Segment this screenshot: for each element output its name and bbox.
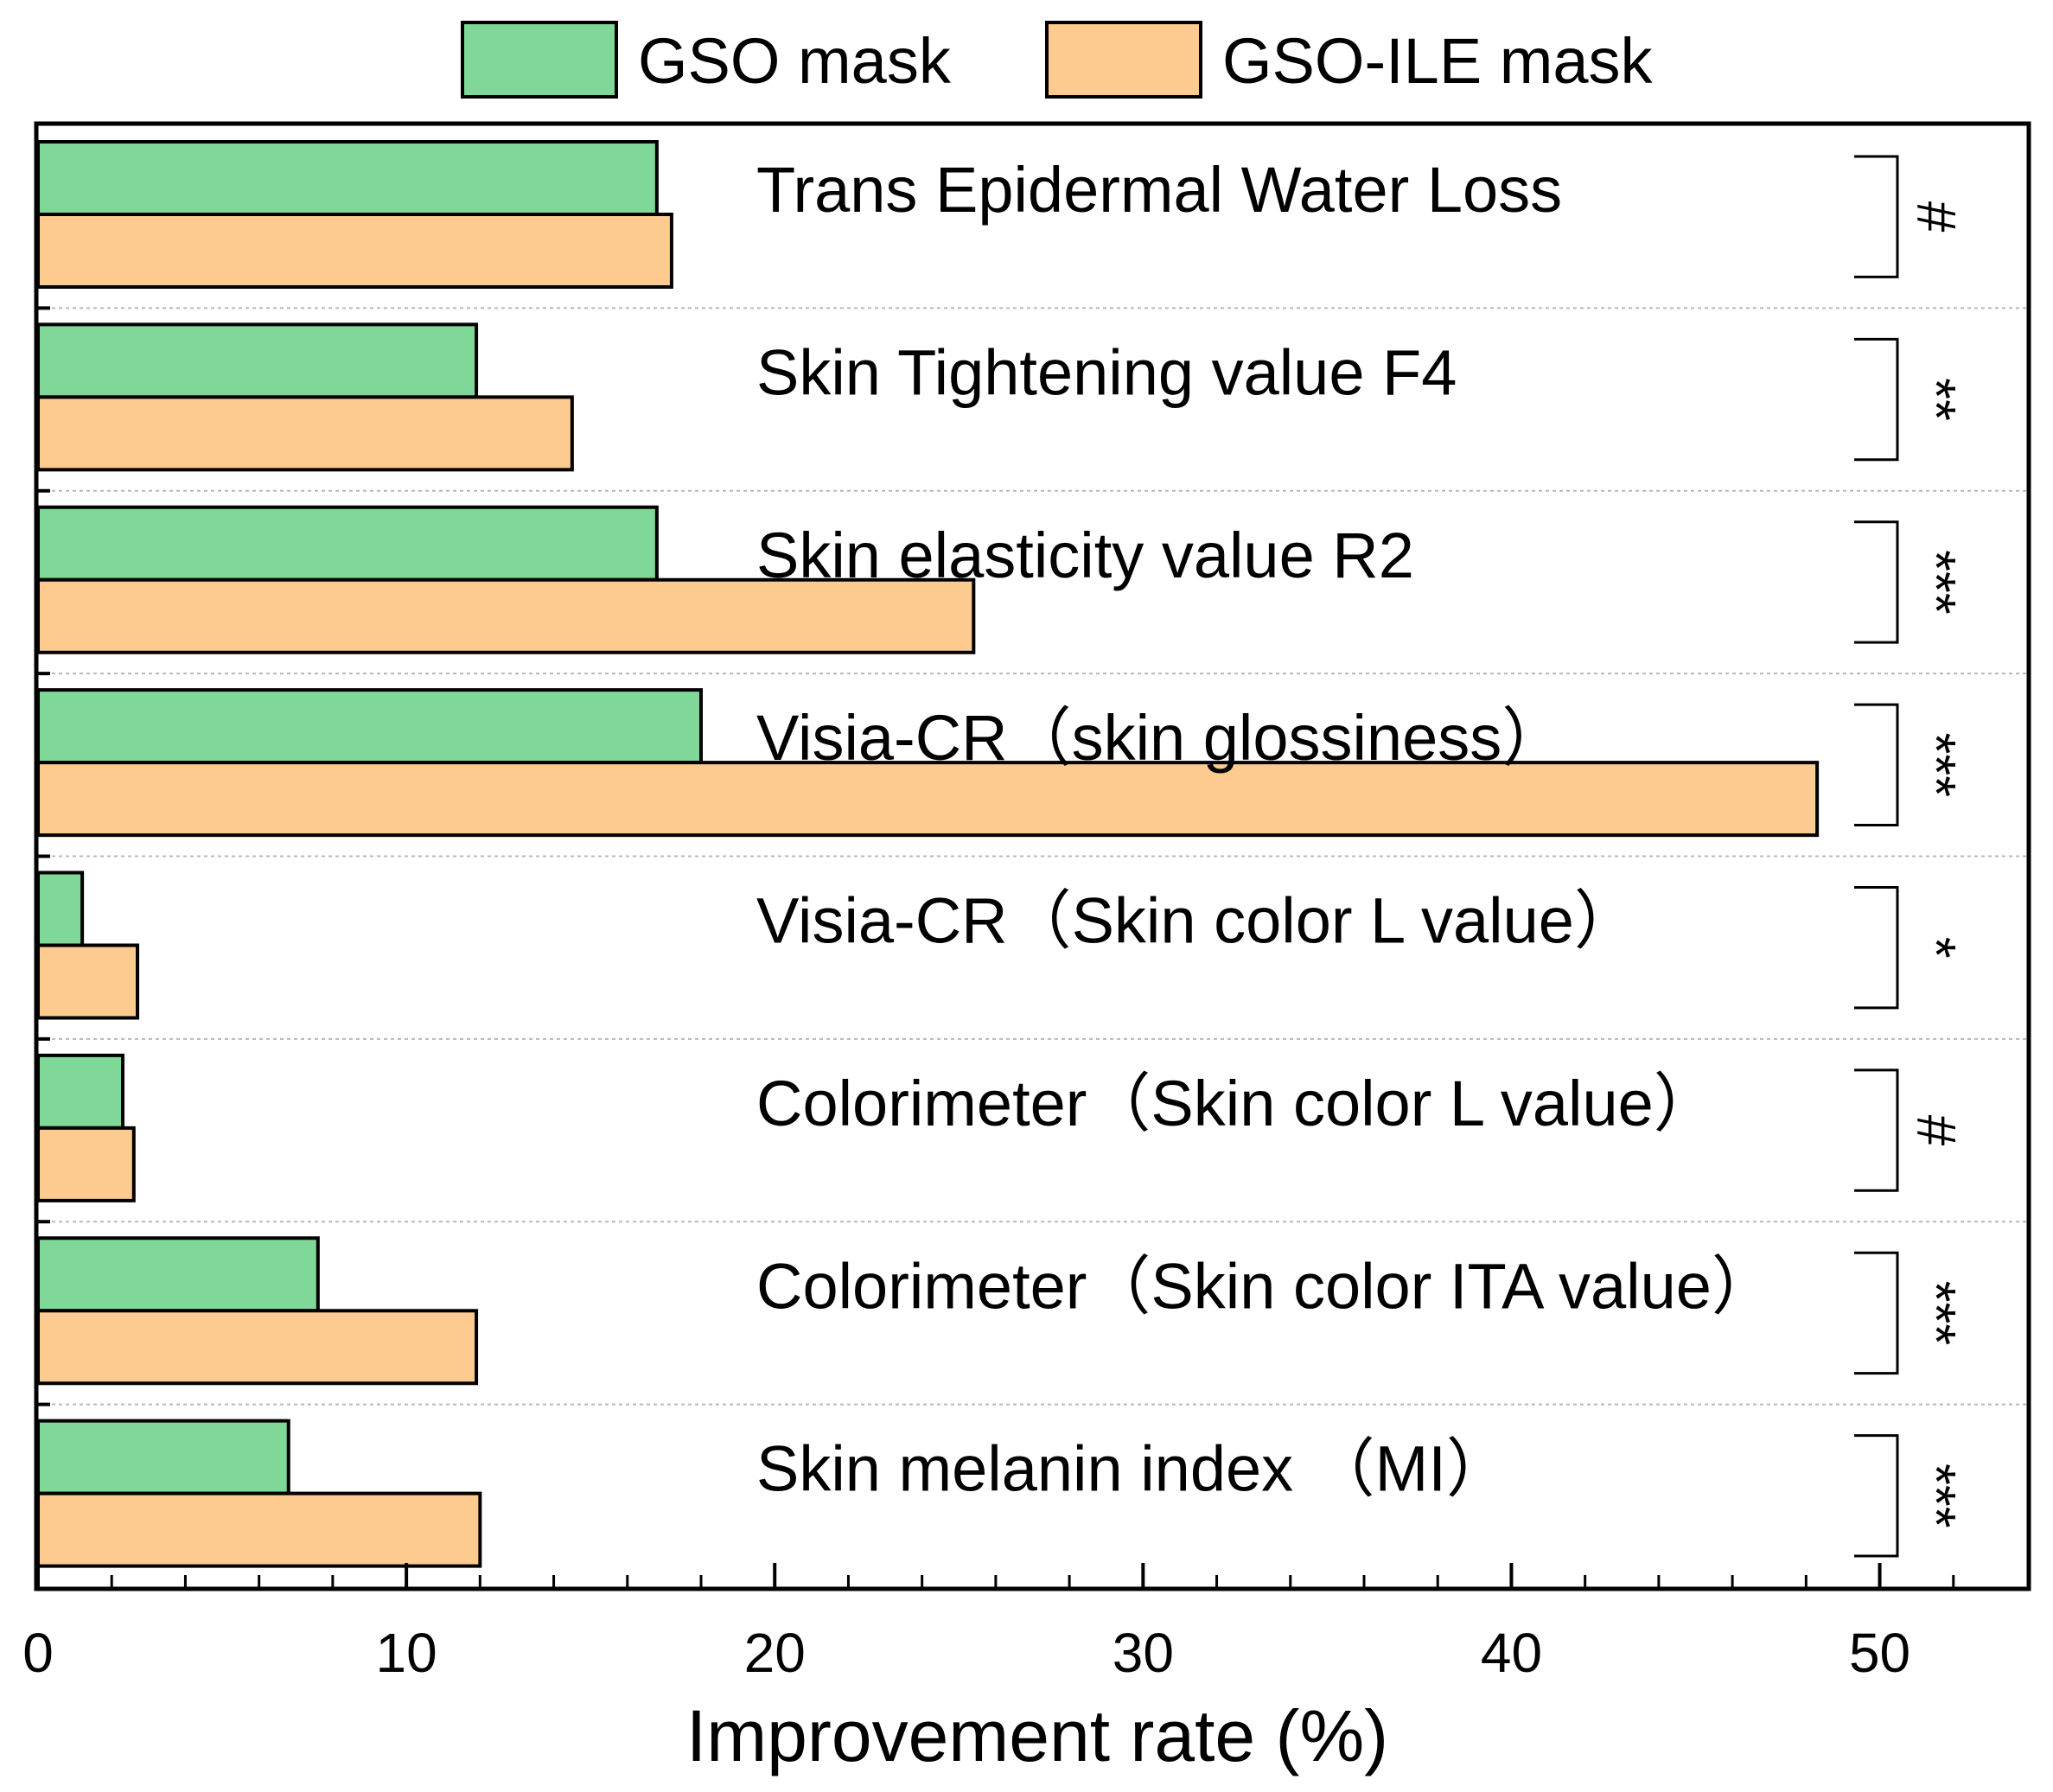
category-label: Skin elasticity value R2 [756, 520, 1414, 591]
plot-frame [34, 121, 2031, 1591]
bar-gso-ile [36, 761, 1820, 838]
bar-gso [36, 140, 659, 216]
x-tick-label: 30 [1113, 1622, 1174, 1684]
significance-marker: # [1905, 201, 1967, 233]
x-axis: 0 10 20 30 40 50 [22, 1563, 1955, 1684]
bar-gso-ile [36, 943, 140, 1020]
significance-marker: *** [1905, 732, 1967, 797]
bar-gso [36, 870, 85, 947]
bar-gso [36, 505, 659, 582]
category-label: Skin Tightening value F4 [756, 336, 1457, 408]
bar-gso-ile [36, 395, 574, 472]
bars [36, 140, 1820, 1568]
significance-bracket [1854, 886, 1899, 1010]
bar-gso-ile [36, 213, 673, 289]
significance-bracket [1854, 155, 1899, 278]
category-label: Skin melanin index （MI） [756, 1433, 1510, 1505]
legend-label-gso-ile: GSO-ILE mask [1222, 25, 1654, 97]
significance-bracket [1854, 1251, 1899, 1375]
bar-gso-ile [36, 1309, 479, 1386]
significance-bracket [1854, 1068, 1899, 1192]
bar-gso [36, 1419, 290, 1495]
category-label: Colorimeter（Skin color L value） [756, 1068, 1718, 1139]
legend: GSO mask GSO-ILE mask [461, 21, 1654, 99]
legend-swatch-gso-ile [1045, 21, 1202, 99]
bar-gso [36, 1053, 125, 1130]
significance-marker: * [1905, 937, 1967, 959]
significance-marker: *** [1905, 1281, 1967, 1346]
legend-label-gso: GSO mask [638, 25, 952, 97]
significance-bracket [1854, 520, 1899, 644]
bar-gso-ile [36, 1126, 136, 1202]
x-tick-label: 20 [744, 1622, 806, 1684]
category-dividers [38, 307, 2027, 1406]
category-label: Visia-CR（Skin color L value） [756, 885, 1638, 957]
y-axis-ticks [38, 306, 50, 1406]
legend-swatch-gso [461, 21, 618, 99]
significance-marker: *** [1905, 550, 1967, 615]
x-tick-label: 10 [376, 1622, 437, 1684]
bar-gso-ile [36, 577, 976, 654]
bar-gso [36, 1236, 320, 1313]
significance-markers: #*********#****** [1854, 155, 1967, 1558]
category-labels: Trans Epidermal Water Loss Skin Tightenin… [756, 154, 1776, 1505]
category-label: Trans Epidermal Water Loss [756, 154, 1562, 226]
bar-gso [36, 322, 479, 399]
bar-gso-ile [36, 1491, 482, 1568]
x-tick-label: 50 [1849, 1622, 1910, 1684]
significance-bracket [1854, 703, 1899, 826]
x-axis-title: Improvement rate (%) [686, 1695, 1388, 1776]
significance-marker: *** [1905, 1464, 1967, 1528]
bar-gso [36, 688, 703, 765]
significance-marker: # [1905, 1115, 1967, 1146]
category-label: Colorimeter（Skin color ITA value） [756, 1250, 1776, 1322]
significance-bracket [1854, 337, 1899, 462]
category-label: Visia-CR（skin glossiness） [756, 702, 1565, 774]
x-tick-label: 40 [1481, 1622, 1542, 1684]
significance-bracket [1854, 1434, 1899, 1558]
significance-marker: ** [1905, 378, 1967, 421]
x-tick-label: 0 [22, 1622, 54, 1684]
